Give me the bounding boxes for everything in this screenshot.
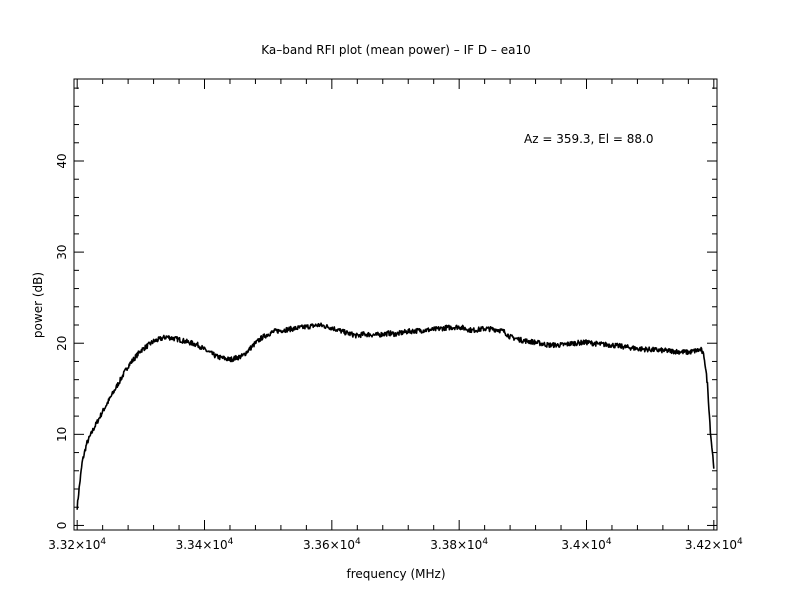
- y-tick-label: 40: [55, 153, 69, 168]
- ticks-group: [74, 79, 717, 530]
- pointing-annotation: Az = 359.3, El = 88.0: [524, 132, 654, 146]
- x-axis-label: frequency (MHz): [346, 567, 445, 581]
- y-tick-label: 0: [55, 522, 69, 530]
- x-tick-label: 3.4×104: [561, 537, 611, 552]
- x-tick-label: 3.42×104: [685, 537, 743, 552]
- chart-title: Ka–band RFI plot (mean power) – IF D – e…: [261, 43, 530, 57]
- x-tick-label: 3.34×104: [176, 537, 234, 552]
- tick-labels-group: 3.32×104 3.34×104 3.36×104 3.38×104 3.4×104 3…: [48, 153, 743, 552]
- y-tick-label: 20: [55, 336, 69, 351]
- series-line: [76, 322, 715, 510]
- x-tick-label: 3.36×104: [303, 537, 361, 552]
- y-tick-label: 10: [55, 427, 69, 442]
- x-tick-label: 3.32×104: [48, 537, 106, 552]
- y-tick-label: 30: [55, 244, 69, 259]
- plot-frame: [73, 78, 718, 531]
- y-axis-label: power (dB): [31, 272, 45, 338]
- x-tick-label: 3.38×104: [430, 537, 488, 552]
